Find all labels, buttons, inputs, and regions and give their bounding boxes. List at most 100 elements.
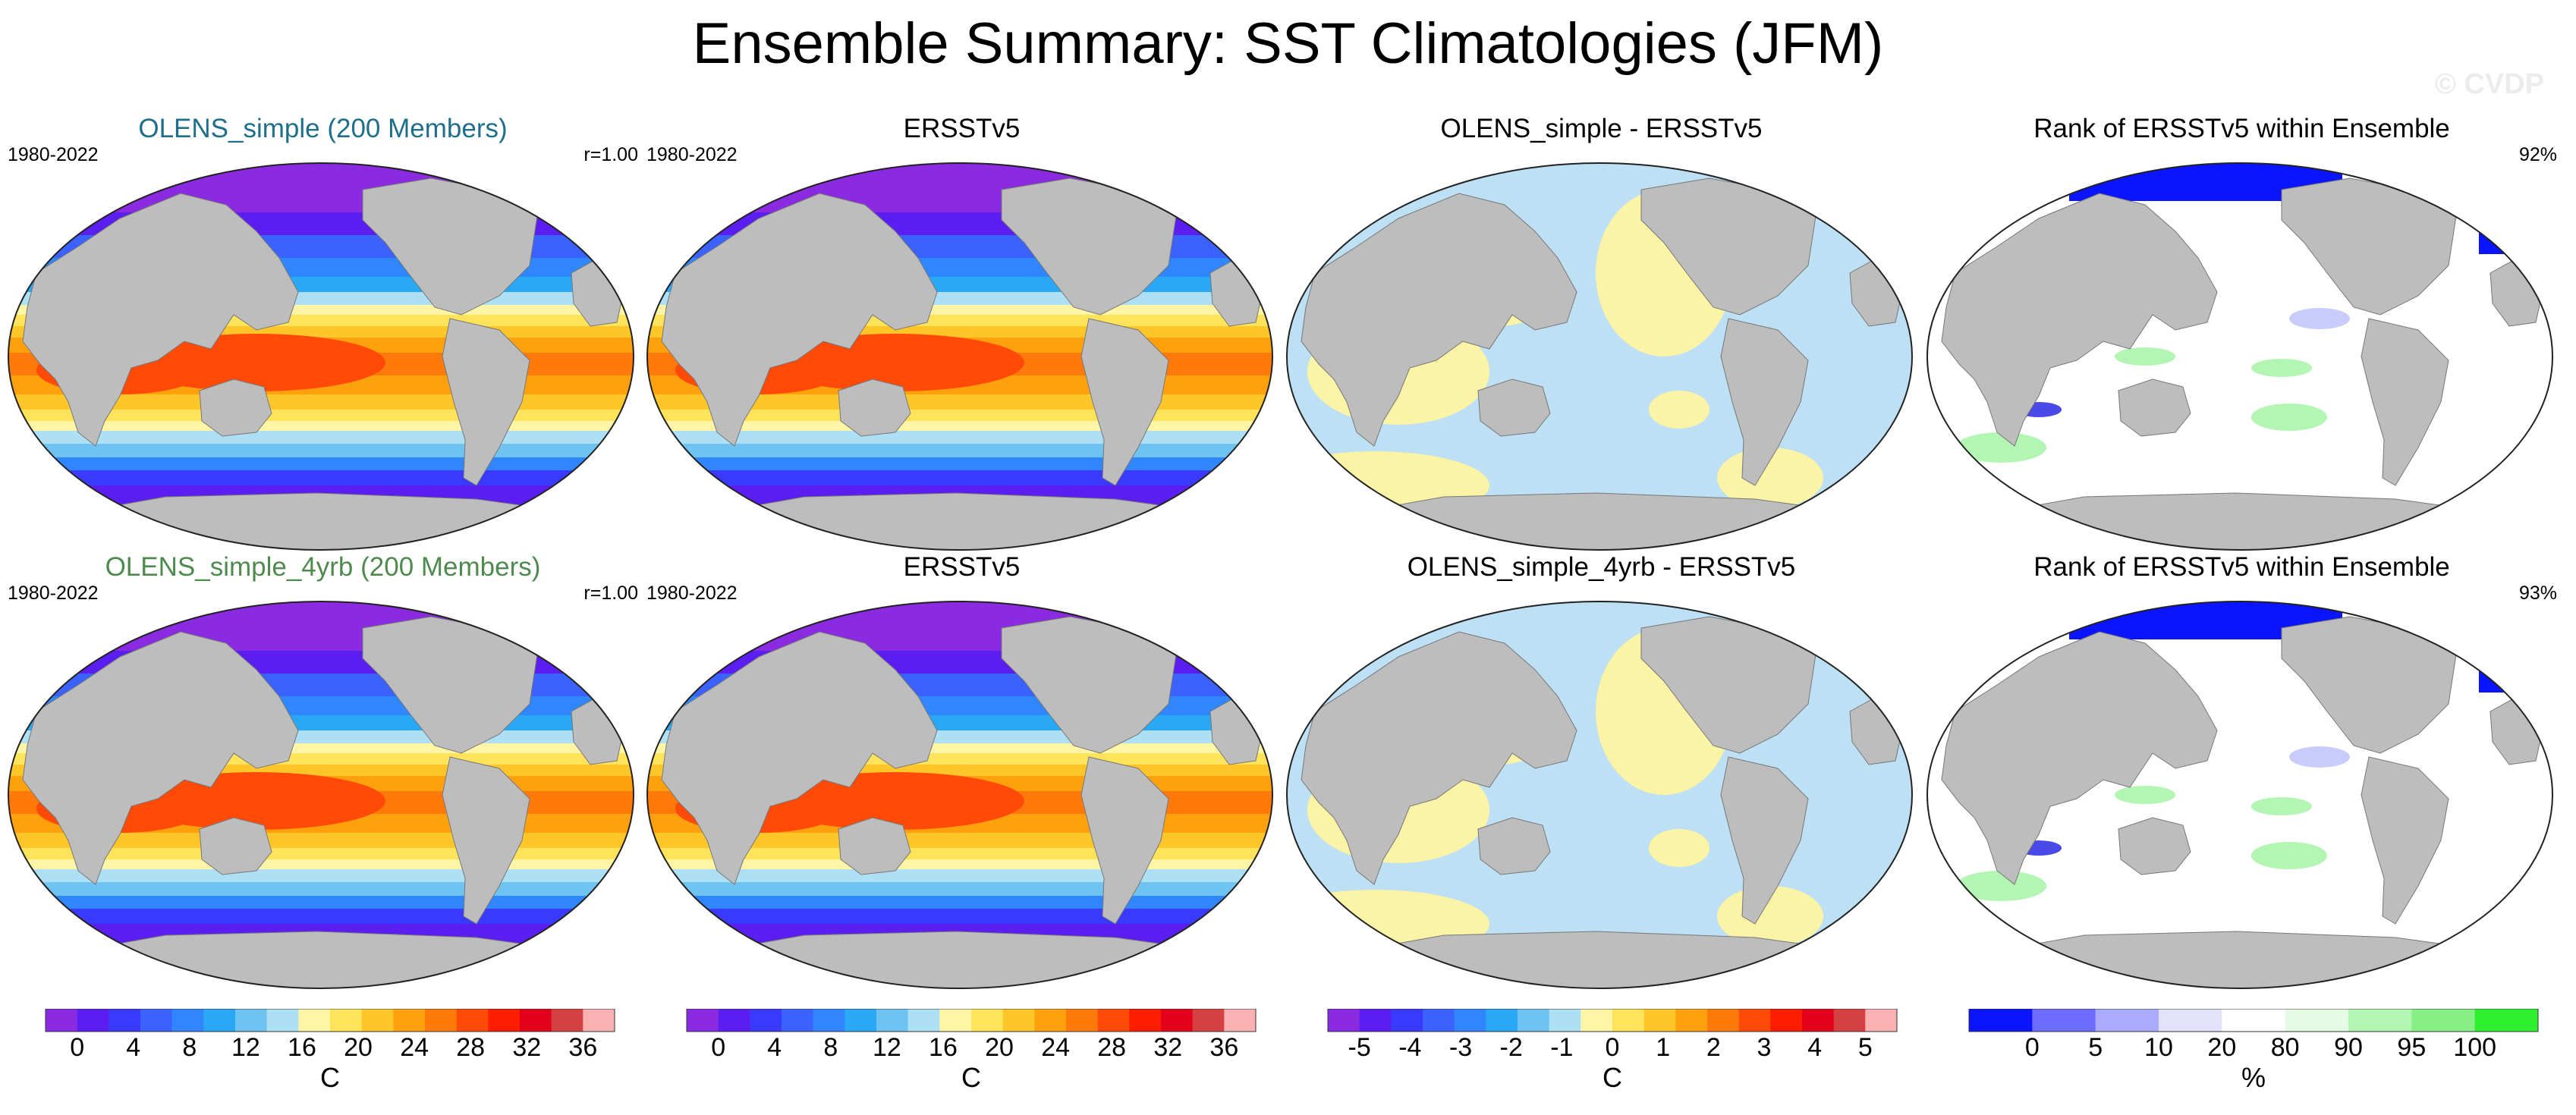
land-mask: [661, 631, 938, 885]
colorbar-tick-label: -3: [1449, 1033, 1472, 1062]
map-panel-sst: OLENS_simple_4yrb (200 Members) 1980-2022…: [6, 552, 640, 992]
sst-contour-band: [8, 163, 634, 212]
sst-contour-band: [647, 882, 1272, 896]
map-outline: [1286, 601, 1913, 989]
map-field: [647, 163, 1272, 550]
colorbar-swatch: [1454, 1009, 1486, 1032]
map-outline: [8, 601, 634, 989]
colorbar-swatch: [2032, 1009, 2096, 1032]
map-panel-diff: OLENS_simple_4yrb - ERSSTv5: [1285, 552, 1918, 992]
land-mask: [661, 193, 938, 447]
colorbar-swatch: [1738, 1009, 1771, 1032]
land-mask: [22, 631, 299, 885]
sst-contour-band: [8, 882, 634, 896]
sst-contour-band: [647, 909, 1272, 924]
panel-period: 1980-2022: [646, 144, 738, 165]
colorbar-swatch: [971, 1009, 1004, 1032]
panel-period: 1980-2022: [8, 583, 99, 604]
colorbar-swatch: [203, 1009, 236, 1032]
land-mask: [1477, 817, 1551, 875]
panel-title: OLENS_simple (200 Members): [138, 114, 508, 143]
colorbar-swatch: [2474, 1009, 2539, 1032]
colorbar-swatch: [1391, 1009, 1423, 1032]
map-panel-diff: OLENS_simple - ERSSTv5: [1285, 114, 1918, 554]
map-outline: [1926, 601, 2553, 989]
land-mask: [1080, 318, 1169, 486]
map-panel-sst: ERSSTv5 1980-2022: [645, 114, 1279, 554]
sst-contour-band: [647, 163, 1272, 212]
land-mask: [1720, 318, 1809, 486]
colorbar-tick-label: 10: [2144, 1033, 2173, 1062]
colorbar-tick-label: 0: [70, 1033, 84, 1062]
land-mask: [1080, 756, 1169, 925]
rank-high-region: [2115, 786, 2175, 804]
land-mask: [2361, 756, 2449, 925]
rank-high-region: [1955, 871, 2046, 901]
sst-contour-band: [8, 470, 634, 485]
colorbar-swatch: [1328, 1009, 1360, 1032]
sst-contour-band: [8, 444, 634, 457]
colorbar-swatch: [1034, 1009, 1067, 1032]
sst_colorbar_1: 0 4 8 12 16 20 24 28 32 36 C: [42, 1009, 618, 1115]
colorbar-tick-label: 24: [400, 1033, 429, 1062]
world-map: [8, 162, 634, 551]
panel-period: 1980-2022: [646, 583, 738, 604]
panel-stat: r=1.00: [583, 583, 638, 604]
difference-positive-region: [1649, 391, 1709, 429]
cvdp-watermark: © CVDP: [2434, 68, 2544, 100]
colorbar-swatch: [298, 1009, 331, 1032]
colorbar-swatch: [520, 1009, 552, 1032]
sst-contour-band: [647, 444, 1272, 457]
panel-title: Rank of ERSSTv5 within Ensemble: [2033, 114, 2450, 143]
colorbar-swatch: [1549, 1009, 1581, 1032]
rank-mid-region: [2289, 746, 2350, 768]
sst-contour-band: [8, 909, 634, 924]
panel-title: Rank of ERSSTv5 within Ensemble: [2033, 552, 2450, 582]
colorbar-tick-label: -5: [1348, 1033, 1371, 1062]
map-panel-sst: OLENS_simple (200 Members) 1980-2022 r=1.0…: [6, 114, 640, 554]
sst-contour-band: [8, 457, 634, 470]
colorbar-tick-label: 12: [873, 1033, 901, 1062]
rank-low-region: [2479, 670, 2517, 693]
rank-mid-region: [2289, 308, 2350, 329]
colorbar-tick-label: 0: [711, 1033, 725, 1062]
colorbar-swatch: [1359, 1009, 1392, 1032]
colorbar-swatch: [687, 1009, 719, 1032]
colorbar-swatch: [583, 1009, 615, 1032]
colorbar-unit-label: C: [320, 1062, 340, 1093]
colorbar-swatch: [425, 1009, 458, 1032]
colorbar-swatch: [1486, 1009, 1518, 1032]
map-panel-rank: Rank of ERSSTv5 within Ensemble 93%: [1925, 552, 2559, 992]
colorbar-swatch: [1097, 1009, 1130, 1032]
colorbar-swatches: -5 -4 -3 -2 -1 0 1 2 3 4 5: [1327, 1009, 1898, 1062]
map-outline: [8, 162, 634, 551]
colorbar-swatch: [488, 1009, 521, 1032]
map-field: [1287, 601, 1912, 988]
panel-stat: 93%: [2518, 583, 2557, 604]
colorbar-swatch: [2095, 1009, 2159, 1032]
colorbar-swatch: [813, 1009, 845, 1032]
colorbar-swatch: [109, 1009, 141, 1032]
map-field: [8, 163, 634, 550]
colorbar-tick-label: 5: [2088, 1033, 2103, 1062]
sst-contour-band: [8, 896, 634, 909]
colorbar-tick-label: -1: [1550, 1033, 1573, 1062]
difference_colorbar: -5 -4 -3 -2 -1 0 1 2 3 4 5 C: [1324, 1009, 1901, 1115]
colorbar-tick-label: 4: [767, 1033, 782, 1062]
land-mask: [1720, 756, 1809, 925]
map-outline: [1286, 162, 1913, 551]
panel-title: ERSSTv5: [903, 552, 1021, 582]
sst-contour-band: [647, 470, 1272, 485]
map-outline: [646, 162, 1273, 551]
panel-title: OLENS_simple_4yrb - ERSSTv5: [1407, 552, 1796, 582]
colorbar-tick-label: 0: [2025, 1033, 2040, 1062]
colorbar-tick-label: 32: [1153, 1033, 1182, 1062]
main-title: Ensemble Summary: SST Climatologies (JFM…: [692, 11, 1884, 76]
colorbar-tick-label: 20: [985, 1033, 1014, 1062]
land-mask: [2361, 318, 2449, 486]
colorbar-tick-label: 0: [1606, 1033, 1620, 1062]
panel-stat: r=1.00: [583, 144, 638, 165]
colorbar-tick-label: 4: [126, 1033, 140, 1062]
colorbar-swatch: [876, 1009, 909, 1032]
colorbar-swatch: [1066, 1009, 1099, 1032]
